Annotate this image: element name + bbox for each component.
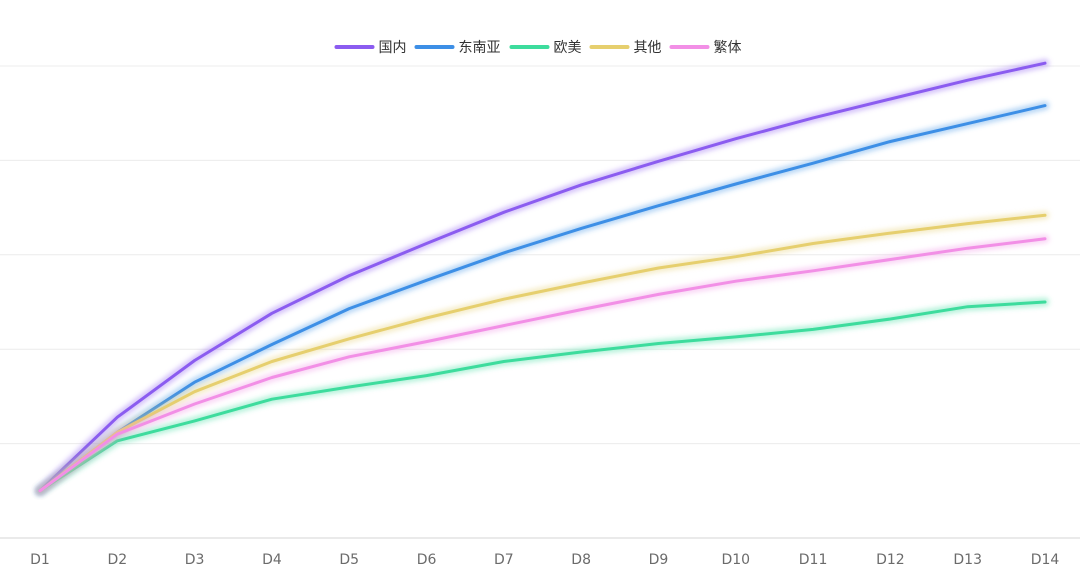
x-tick-label: D7 <box>494 552 514 568</box>
legend-label: 国内 <box>379 40 407 56</box>
legend-item-4[interactable]: 繁体 <box>669 40 742 56</box>
series-4 <box>35 234 1050 496</box>
x-tick-label: D14 <box>1031 552 1060 568</box>
x-tick-label: D1 <box>30 552 50 568</box>
x-tick-label: D5 <box>339 552 359 568</box>
x-tick-label: D4 <box>262 552 282 568</box>
series-2 <box>35 297 1050 496</box>
legend-item-3[interactable]: 其他 <box>589 40 662 56</box>
series-line <box>38 213 1047 493</box>
legend-label: 东南亚 <box>459 40 501 56</box>
series-line <box>38 104 1047 493</box>
x-tick-label: D6 <box>417 552 437 568</box>
x-axis: D1 D2 D3 D4 D5 D6 D7 D8 D9 D10 D11 D12 D13 D14 <box>30 552 1059 568</box>
x-tick-label: D12 <box>876 552 905 568</box>
legend[interactable]: 国内 东南亚 欧美 其他 繁体 <box>334 40 742 56</box>
legend-label: 其他 <box>634 40 662 56</box>
series-1 <box>35 101 1050 496</box>
x-tick-label: D13 <box>953 552 982 568</box>
x-tick-label: D8 <box>571 552 591 568</box>
grid-lines <box>0 65 1080 539</box>
series-group <box>35 58 1050 496</box>
series-glow <box>35 101 1050 496</box>
series-0 <box>35 58 1050 496</box>
legend-label: 繁体 <box>714 40 742 56</box>
x-tick-label: D10 <box>721 552 750 568</box>
legend-item-2[interactable]: 欧美 <box>509 40 582 56</box>
legend-item-1[interactable]: 东南亚 <box>414 40 501 56</box>
x-tick-label: D9 <box>649 552 669 568</box>
x-tick-label: D2 <box>107 552 127 568</box>
series-glow <box>35 58 1050 496</box>
legend-label: 欧美 <box>554 40 582 56</box>
x-tick-label: D11 <box>799 552 828 568</box>
legend-item-0[interactable]: 国内 <box>334 40 407 56</box>
series-3 <box>35 210 1050 496</box>
series-line <box>38 61 1047 493</box>
series-line <box>38 300 1047 493</box>
series-line <box>38 237 1047 493</box>
x-tick-label: D3 <box>185 552 205 568</box>
